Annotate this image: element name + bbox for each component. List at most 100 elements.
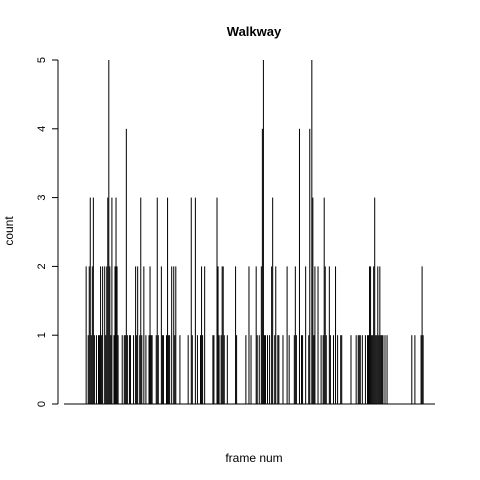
bar	[235, 266, 236, 404]
bar	[137, 266, 138, 404]
y-tick-label: 4	[36, 126, 48, 132]
bar	[108, 60, 109, 404]
bar	[321, 335, 322, 404]
bar	[295, 266, 296, 404]
bar	[341, 335, 342, 404]
bar	[375, 335, 376, 404]
bar	[201, 266, 202, 404]
bars	[86, 60, 424, 404]
bar	[163, 335, 164, 404]
y-tick-label: 5	[36, 57, 48, 63]
bar	[350, 335, 351, 404]
bar	[117, 266, 118, 404]
bar	[257, 335, 258, 404]
bar	[335, 266, 336, 404]
bar	[162, 335, 163, 404]
bar	[140, 198, 141, 404]
bar	[179, 335, 180, 404]
bar	[373, 266, 374, 404]
bar	[269, 335, 270, 404]
bar	[262, 129, 263, 404]
bar	[312, 198, 313, 404]
bar	[289, 335, 290, 404]
bar	[173, 266, 174, 404]
bar	[358, 335, 359, 404]
bar	[88, 335, 89, 404]
bar	[265, 335, 266, 404]
bar	[135, 266, 136, 404]
bar	[195, 198, 196, 404]
bar	[371, 335, 372, 404]
bar	[313, 335, 314, 404]
bar	[168, 335, 169, 404]
y-axis-label: count	[2, 216, 16, 246]
bar	[387, 335, 388, 404]
bar	[126, 129, 127, 404]
bar	[133, 335, 134, 404]
bar	[378, 335, 379, 404]
bar	[277, 335, 278, 404]
bar	[221, 335, 222, 404]
bar	[115, 266, 116, 404]
bar	[149, 335, 150, 404]
bar	[340, 335, 341, 404]
bar	[301, 335, 302, 404]
bar	[296, 335, 297, 404]
bar	[421, 335, 422, 404]
bar	[324, 198, 325, 404]
bar	[309, 129, 310, 404]
bar	[125, 335, 126, 404]
bar	[380, 335, 381, 404]
bar	[256, 266, 257, 404]
bar	[94, 335, 95, 404]
bar	[91, 335, 92, 404]
bar	[100, 266, 101, 404]
bar	[271, 266, 272, 404]
bar	[157, 198, 158, 404]
bar	[141, 335, 142, 404]
bar	[333, 335, 334, 404]
bar	[169, 335, 170, 404]
bar	[116, 198, 117, 404]
bar	[102, 266, 103, 404]
bar	[360, 335, 361, 404]
bar	[330, 335, 331, 404]
bar	[272, 198, 273, 404]
bar	[111, 198, 112, 404]
bar	[143, 266, 144, 404]
bar	[219, 335, 220, 404]
bar	[382, 335, 383, 404]
bar	[104, 266, 105, 404]
bar	[263, 60, 264, 404]
bar	[299, 129, 300, 404]
bar	[171, 266, 172, 404]
bar	[323, 335, 324, 404]
bar	[200, 335, 201, 404]
bar	[150, 266, 151, 404]
bar	[191, 198, 192, 404]
bar	[122, 335, 123, 404]
bar	[379, 266, 380, 404]
bar	[151, 335, 152, 404]
bar	[156, 335, 157, 404]
bar	[274, 335, 275, 404]
bar	[308, 335, 309, 404]
bar	[90, 198, 91, 404]
bar	[287, 266, 288, 404]
bar	[217, 198, 218, 404]
bar	[109, 266, 110, 404]
y-tick-label: 1	[36, 332, 48, 338]
bar	[282, 335, 283, 404]
bar	[152, 335, 153, 404]
bar	[369, 266, 370, 404]
bar	[110, 335, 111, 404]
bar	[311, 60, 312, 404]
bar	[356, 335, 357, 404]
bar	[245, 335, 246, 404]
bar	[129, 335, 130, 404]
bar	[381, 335, 382, 404]
bar	[139, 335, 140, 404]
bar	[411, 335, 412, 404]
bar	[222, 266, 223, 404]
bar	[314, 266, 315, 404]
